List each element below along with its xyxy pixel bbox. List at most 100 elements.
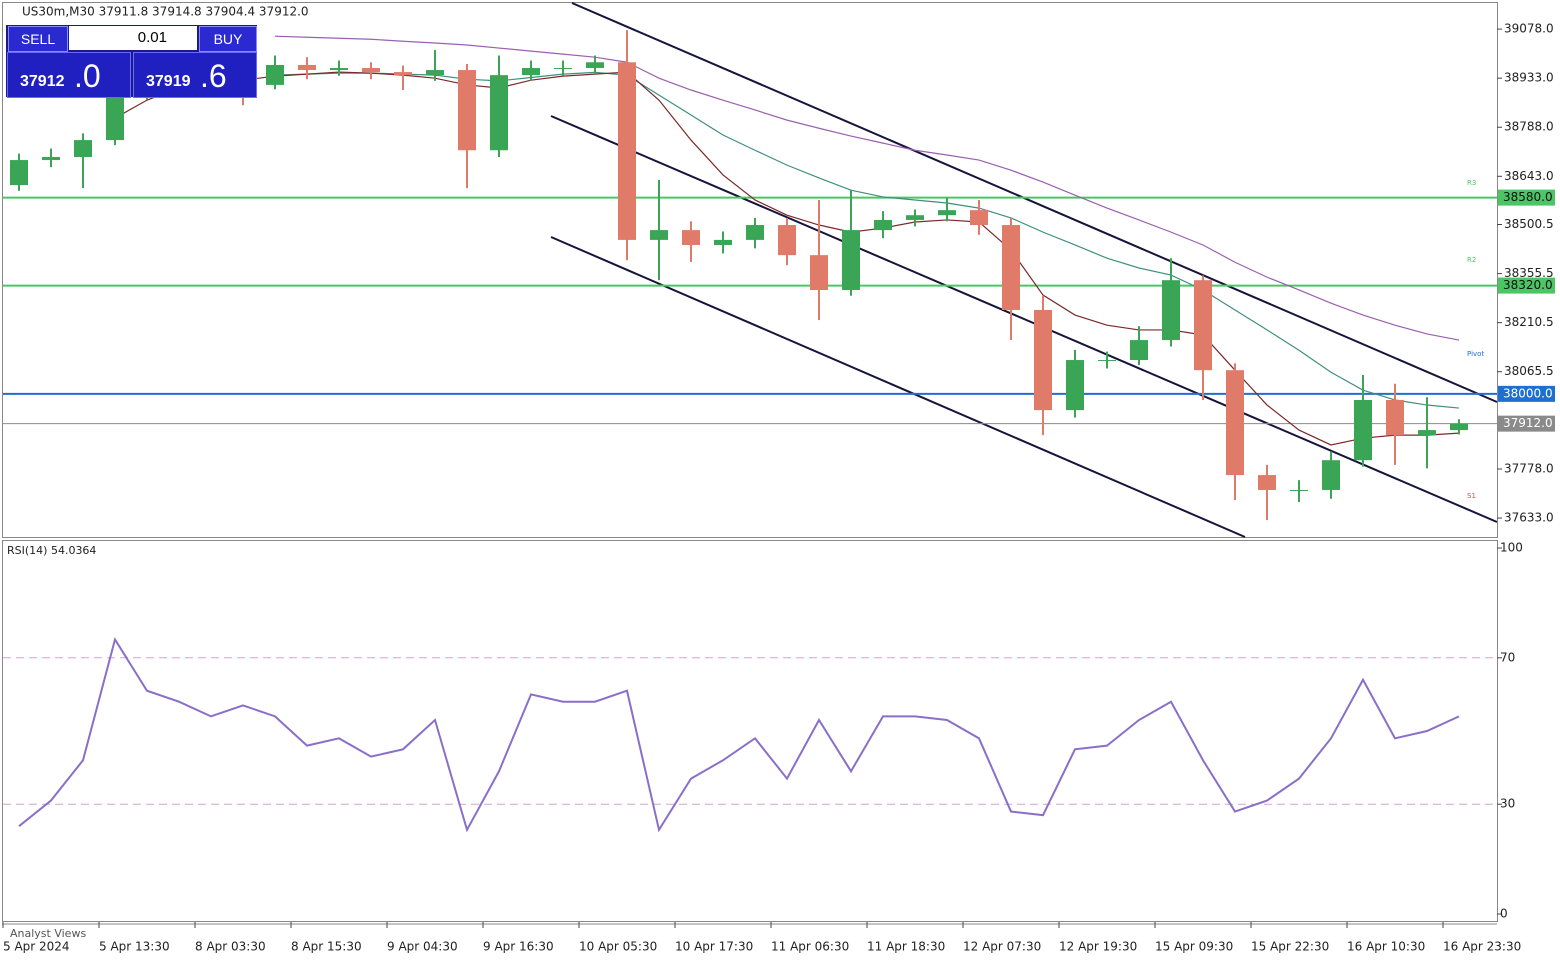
candle-body	[1162, 280, 1180, 341]
y-tick-label: 38500.5	[1504, 217, 1554, 231]
pivot-label: Pivot	[1467, 350, 1484, 358]
x-tick-label: 15 Apr 09:30	[1155, 940, 1233, 954]
candle-body	[554, 68, 572, 70]
y-tick-label: 38065.5	[1504, 364, 1554, 378]
trade-panel: SELL 0.01 BUY 37912 .0 37919 .6	[6, 25, 257, 98]
candle-body	[106, 95, 124, 141]
x-tick-label: 5 Apr 2024	[3, 940, 70, 954]
candle-body	[650, 230, 668, 240]
candle-body	[1290, 489, 1308, 491]
main-frame	[2, 2, 1498, 538]
x-tick-label: 9 Apr 04:30	[387, 940, 458, 954]
y-tick-label: 37633.0	[1504, 511, 1554, 525]
symbol-info: US30m,M30 37911.8 37914.8 37904.4 37912.…	[22, 5, 309, 19]
candle-body	[810, 255, 828, 290]
sell-button[interactable]: SELL	[8, 26, 68, 52]
y-tick-label: 30	[1500, 797, 1515, 811]
ask-small: .6	[200, 58, 227, 94]
x-tick-label: 11 Apr 18:30	[867, 940, 945, 954]
candle-body	[874, 219, 892, 231]
y-tick-label: 100	[1500, 541, 1523, 555]
y-tick-label: 39078.0	[1504, 22, 1554, 36]
candle-body	[970, 210, 988, 226]
candle-body	[1226, 370, 1244, 476]
x-tick-label: 15 Apr 22:30	[1251, 940, 1329, 954]
candle-body	[586, 62, 604, 69]
candle-body	[778, 225, 796, 256]
y-tick-label: 38933.0	[1504, 71, 1554, 85]
y-tick-label: 37778.0	[1504, 461, 1554, 475]
candle-body	[618, 62, 636, 240]
lot-value: 0.01	[137, 29, 167, 46]
pivot-label: S1	[1467, 492, 1476, 500]
candle-body	[1258, 475, 1276, 490]
y-tick-label: 0	[1500, 907, 1508, 921]
candle-body	[1450, 423, 1468, 431]
pivot-label: R3	[1467, 179, 1476, 187]
moving-average	[274, 71, 1460, 409]
level-tag	[1498, 385, 1555, 402]
x-tick-label: 16 Apr 23:30	[1443, 940, 1521, 954]
rsi-title: RSI(14) 54.0364	[7, 544, 96, 557]
y-tick-label: 70	[1500, 650, 1515, 664]
trend-line	[550, 236, 1246, 538]
buy-button[interactable]: BUY	[199, 26, 257, 52]
candle-body	[1322, 460, 1340, 490]
candle-body	[1066, 360, 1084, 411]
candle-body	[1098, 360, 1116, 362]
x-tick-label: 11 Apr 06:30	[771, 940, 849, 954]
level-tag	[1498, 277, 1555, 294]
bid-quote[interactable]: 37912 .0	[7, 52, 131, 98]
x-tick-label: 16 Apr 10:30	[1347, 940, 1425, 954]
candle-body	[1002, 225, 1020, 310]
level-tag	[1498, 189, 1555, 206]
level-label: 38000.0	[1503, 386, 1553, 400]
ask-big: 37919	[146, 73, 191, 90]
y-tick-label: 38210.5	[1504, 315, 1554, 329]
x-tick-label: 9 Apr 16:30	[483, 940, 554, 954]
level-tag	[1498, 415, 1555, 432]
candle-body	[906, 215, 924, 220]
ask-quote[interactable]: 37919 .6	[133, 52, 257, 98]
x-tick-label: 12 Apr 19:30	[1059, 940, 1137, 954]
lot-input[interactable]: 0.01	[69, 26, 197, 50]
candle-body	[10, 160, 28, 186]
x-tick-label: 8 Apr 03:30	[195, 940, 266, 954]
bid-small: .0	[74, 58, 101, 94]
x-tick-label: 12 Apr 07:30	[963, 940, 1041, 954]
candle-body	[266, 64, 284, 85]
x-tick-label: 5 Apr 13:30	[99, 940, 170, 954]
trend-line	[550, 115, 1498, 523]
candle-body	[426, 70, 444, 76]
analyst-views: Analyst Views	[10, 927, 86, 940]
level-label: 38320.0	[1503, 278, 1553, 292]
candle-body	[714, 239, 732, 245]
rsi-frame	[2, 540, 1498, 922]
y-tick-label: 38788.0	[1504, 120, 1554, 134]
candle-body	[362, 68, 380, 73]
candle-body	[490, 75, 508, 151]
y-tick-label: 38643.0	[1504, 169, 1554, 183]
bid-big: 37912	[20, 73, 65, 90]
candle-body	[842, 230, 860, 290]
candle-body	[458, 70, 476, 151]
candle-body	[42, 157, 60, 161]
trend-line	[571, 2, 1498, 403]
x-tick-label: 10 Apr 05:30	[579, 940, 657, 954]
candle-body	[1034, 309, 1052, 411]
candle-body	[1386, 399, 1404, 436]
x-tick-label: 8 Apr 15:30	[291, 940, 362, 954]
candle-body	[298, 64, 316, 71]
rsi-line	[18, 637, 1460, 833]
candle-body	[1130, 340, 1148, 361]
channel	[550, 2, 1498, 538]
candle-body	[74, 140, 92, 158]
candle-body	[394, 72, 412, 76]
candle-body	[746, 225, 764, 240]
candle-body	[1418, 430, 1436, 436]
x-tick-label: 10 Apr 17:30	[675, 940, 753, 954]
level-label: 37912.0	[1503, 416, 1553, 430]
y-tick-label: 38355.5	[1504, 266, 1554, 280]
